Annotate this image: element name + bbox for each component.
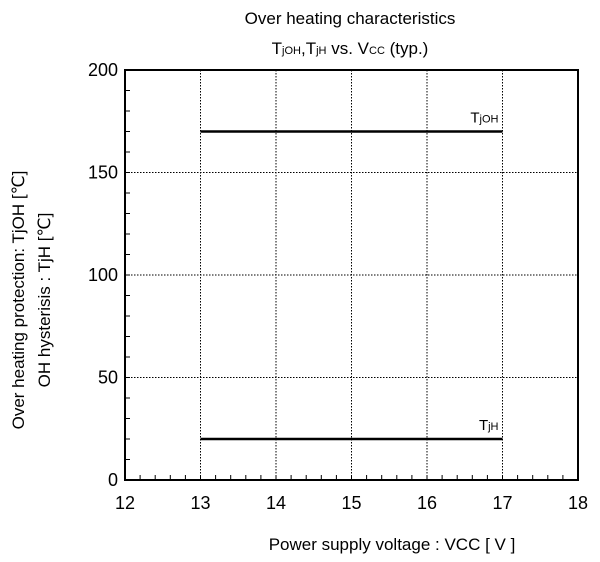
series-label-main: T — [470, 110, 479, 127]
x-tick-label: 16 — [417, 493, 437, 513]
subtitle-part: (typ.) — [385, 39, 428, 58]
y-tick-label: 0 — [108, 470, 118, 490]
x-tick-label: 17 — [492, 493, 512, 513]
y-tick-label: 50 — [98, 368, 118, 388]
y-axis-label-line2: OH hysterisis : TjH [℃] — [35, 213, 54, 388]
y-tick-label: 100 — [88, 265, 118, 285]
x-tick-label: 14 — [266, 493, 286, 513]
subtitle-part: ,T — [301, 39, 316, 58]
chart-subtitle: TjOH,TjH vs. VCC (typ.) — [272, 39, 429, 58]
y-axis-label-line1: Over heating protection: TjOH [℃] — [9, 171, 28, 430]
x-tick-label: 15 — [341, 493, 361, 513]
series-label-tjh: TjH — [479, 417, 499, 434]
subtitle-part: vs. V — [326, 39, 369, 58]
subtitle-subscript: CC — [369, 45, 385, 57]
subtitle-part: T — [272, 39, 282, 58]
series-label-subscript: jOH — [479, 114, 499, 126]
x-tick-labels: 12 13 14 15 16 17 18 — [115, 493, 588, 513]
x-axis-label: Power supply voltage : VCC [ V ] — [269, 535, 516, 554]
x-tick-label: 13 — [190, 493, 210, 513]
subtitle-subscript: jOH — [281, 45, 301, 57]
x-tick-label: 18 — [568, 493, 588, 513]
series-label-main: T — [479, 417, 488, 434]
y-tick-label: 200 — [88, 60, 118, 80]
y-tick-labels: 0 50 100 150 200 — [88, 60, 118, 490]
x-tick-label: 12 — [115, 493, 135, 513]
chart-title: Over heating characteristics — [245, 9, 456, 28]
series-label-subscript: jH — [487, 421, 498, 433]
subtitle-subscript: jH — [315, 45, 326, 57]
series-label-tjoh: TjOH — [470, 110, 498, 127]
y-tick-label: 150 — [88, 163, 118, 183]
